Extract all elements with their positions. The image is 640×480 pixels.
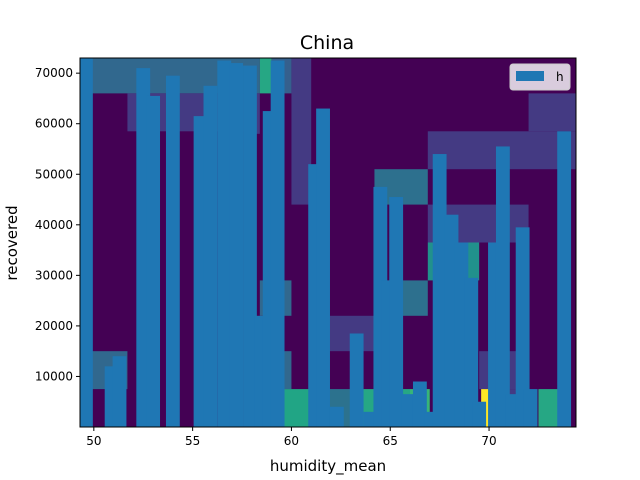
heatmap-cell — [259, 58, 272, 94]
bar — [146, 95, 161, 427]
bar — [80, 58, 93, 427]
bar — [523, 389, 538, 427]
bar — [243, 65, 257, 427]
bar — [401, 394, 415, 427]
bar — [217, 60, 232, 427]
bar — [432, 154, 447, 427]
legend-label: h — [556, 70, 564, 84]
bar — [472, 401, 487, 427]
heatmap-cell — [528, 93, 576, 132]
chart-title: China — [300, 32, 354, 54]
legend: h — [509, 63, 571, 91]
bar-series — [80, 58, 572, 427]
y-tick-label: 10000 — [35, 369, 73, 383]
plot-area — [80, 58, 576, 427]
bar — [349, 333, 364, 427]
plot-frame — [79, 57, 577, 428]
bar — [464, 277, 479, 427]
heatmap-cell — [291, 58, 312, 205]
x-tick-label: 70 — [481, 434, 496, 448]
bar — [389, 197, 404, 427]
bar — [557, 131, 572, 427]
y-tick-label: 30000 — [35, 268, 73, 282]
x-axis-label: humidity_mean — [270, 457, 386, 476]
bar — [112, 356, 127, 427]
x-axis-ticks: 50 55 60 65 70 — [86, 427, 497, 448]
bar — [412, 381, 427, 427]
y-tick-label: 20000 — [35, 319, 73, 333]
bar — [329, 406, 344, 427]
bar — [270, 60, 285, 427]
x-tick-label: 50 — [86, 434, 101, 448]
y-tick-label: 50000 — [35, 167, 73, 181]
x-tick-label: 65 — [383, 434, 398, 448]
bar — [515, 227, 530, 427]
bar — [316, 108, 330, 427]
bar — [203, 85, 218, 427]
y-tick-label: 70000 — [35, 66, 73, 80]
y-tick-label: 60000 — [35, 117, 73, 131]
bar — [495, 146, 510, 427]
x-tick-label: 60 — [284, 434, 299, 448]
y-tick-label: 40000 — [35, 218, 73, 232]
x-tick-label: 55 — [185, 434, 200, 448]
y-axis-label: recovered — [3, 205, 21, 280]
legend-swatch — [516, 71, 544, 81]
y-axis-ticks: 10000 20000 30000 40000 50000 60000 70000 — [35, 66, 80, 383]
bar — [165, 75, 180, 427]
bar — [229, 63, 244, 427]
